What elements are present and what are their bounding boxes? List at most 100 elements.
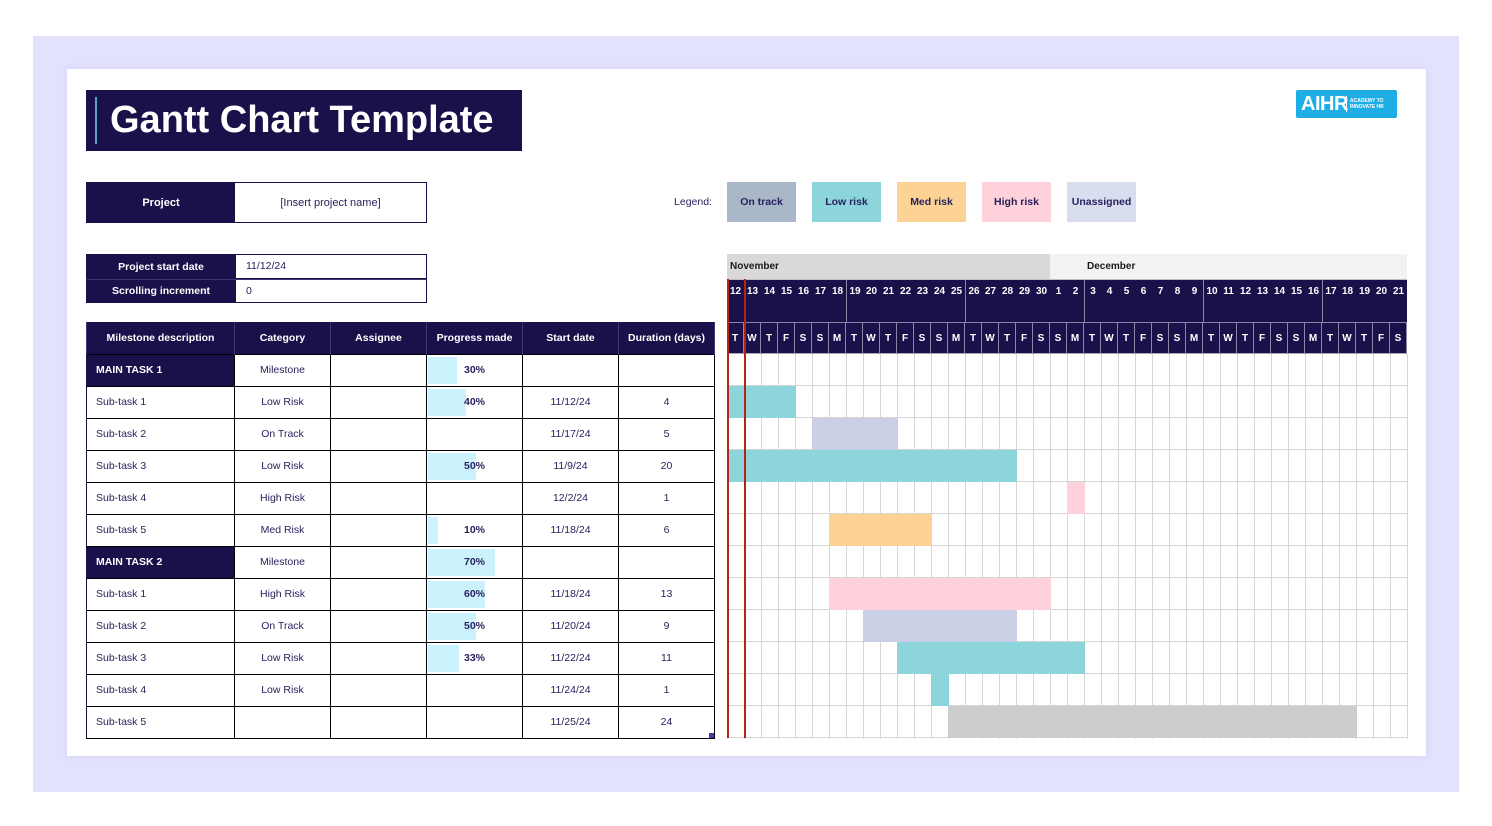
cell-description[interactable]: Sub-task 1 bbox=[86, 385, 235, 419]
scrolling-increment-label: Scrolling increment bbox=[87, 279, 235, 302]
cell-category[interactable]: Low Risk bbox=[234, 449, 331, 483]
cell-progress[interactable] bbox=[426, 705, 523, 739]
cell-duration[interactable] bbox=[618, 353, 715, 387]
cell-assignee[interactable] bbox=[330, 577, 427, 611]
gantt-bar[interactable] bbox=[1067, 482, 1085, 514]
cell-assignee[interactable] bbox=[330, 513, 427, 547]
cell-duration[interactable]: 4 bbox=[618, 385, 715, 419]
gantt-bar[interactable] bbox=[727, 450, 1017, 482]
cell-assignee[interactable] bbox=[330, 641, 427, 675]
cell-description[interactable]: Sub-task 3 bbox=[86, 641, 235, 675]
cell-progress[interactable]: 50% bbox=[426, 449, 523, 483]
cell-description[interactable]: Sub-task 4 bbox=[86, 481, 235, 515]
cell-duration[interactable]: 13 bbox=[618, 577, 715, 611]
cell-progress[interactable]: 50% bbox=[426, 609, 523, 643]
legend-item-on-track: On track bbox=[727, 182, 796, 222]
cell-duration[interactable]: 6 bbox=[618, 513, 715, 547]
cell-progress[interactable]: 70% bbox=[426, 545, 523, 579]
cell-description[interactable]: Sub-task 2 bbox=[86, 417, 235, 451]
cell-start-date[interactable]: 11/9/24 bbox=[522, 449, 619, 483]
cell-start-date[interactable]: 11/24/24 bbox=[522, 673, 619, 707]
cell-assignee[interactable] bbox=[330, 481, 427, 515]
cell-progress[interactable] bbox=[426, 673, 523, 707]
cell-start-date[interactable]: 11/22/24 bbox=[522, 641, 619, 675]
cell-assignee[interactable] bbox=[330, 609, 427, 643]
cell-category[interactable]: High Risk bbox=[234, 577, 331, 611]
cell-category[interactable]: Low Risk bbox=[234, 385, 331, 419]
start-date-field[interactable]: 11/12/24 bbox=[235, 255, 426, 279]
cell-start-date[interactable]: 11/12/24 bbox=[522, 385, 619, 419]
gantt-bar[interactable] bbox=[931, 674, 949, 706]
cell-category[interactable]: Low Risk bbox=[234, 673, 331, 707]
date-cell: 24 bbox=[933, 286, 946, 297]
title-accent-bar bbox=[95, 97, 97, 144]
cell-description[interactable]: Sub-task 1 bbox=[86, 577, 235, 611]
cell-category[interactable]: On Track bbox=[234, 609, 331, 643]
cell-progress[interactable] bbox=[426, 481, 523, 515]
weekday-cell: M bbox=[1067, 323, 1084, 354]
cell-assignee[interactable] bbox=[330, 545, 427, 579]
cell-duration[interactable]: 5 bbox=[618, 417, 715, 451]
cell-assignee[interactable] bbox=[330, 705, 427, 739]
cell-assignee[interactable] bbox=[330, 417, 427, 451]
cell-start-date[interactable]: 11/18/24 bbox=[522, 577, 619, 611]
cell-category[interactable]: Low Risk bbox=[234, 641, 331, 675]
weekday-cell: W bbox=[744, 323, 761, 354]
cell-start-date[interactable]: 11/17/24 bbox=[522, 417, 619, 451]
table-resize-handle[interactable] bbox=[709, 733, 714, 738]
cell-assignee[interactable] bbox=[330, 353, 427, 387]
cell-start-date[interactable]: 11/18/24 bbox=[522, 513, 619, 547]
cell-progress[interactable]: 10% bbox=[426, 513, 523, 547]
cell-description[interactable]: Sub-task 5 bbox=[86, 705, 235, 739]
cell-duration[interactable] bbox=[618, 545, 715, 579]
gantt-bar[interactable] bbox=[897, 642, 1085, 674]
cell-progress[interactable]: 40% bbox=[426, 385, 523, 419]
date-cell: 26 bbox=[965, 280, 982, 322]
project-name-field[interactable]: [Insert project name] bbox=[280, 196, 381, 209]
cell-assignee[interactable] bbox=[330, 673, 427, 707]
cell-description[interactable]: Sub-task 5 bbox=[86, 513, 235, 547]
gantt-bar[interactable] bbox=[863, 610, 1017, 642]
cell-duration[interactable]: 1 bbox=[618, 673, 715, 707]
cell-category[interactable]: Milestone bbox=[234, 545, 331, 579]
scrolling-increment-field[interactable]: 0 bbox=[235, 279, 426, 302]
project-label: Project bbox=[87, 183, 235, 222]
progress-label: 60% bbox=[463, 588, 485, 600]
cell-start-date[interactable]: 11/20/24 bbox=[522, 609, 619, 643]
cell-start-date[interactable] bbox=[522, 545, 619, 579]
gantt-bar[interactable] bbox=[829, 578, 1051, 610]
cell-assignee[interactable] bbox=[330, 449, 427, 483]
cell-description[interactable]: Sub-task 3 bbox=[86, 449, 235, 483]
cell-assignee[interactable] bbox=[330, 385, 427, 419]
weekday-cell: T bbox=[761, 323, 778, 354]
cell-progress[interactable]: 30% bbox=[426, 353, 523, 387]
cell-progress[interactable]: 33% bbox=[426, 641, 523, 675]
cell-start-date[interactable]: 11/25/24 bbox=[522, 705, 619, 739]
cell-description[interactable]: MAIN TASK 1 bbox=[86, 353, 235, 387]
cell-description[interactable]: Sub-task 4 bbox=[86, 673, 235, 707]
weekday-cell: W bbox=[982, 323, 999, 354]
cell-progress[interactable] bbox=[426, 417, 523, 451]
cell-progress[interactable]: 60% bbox=[426, 577, 523, 611]
cell-category[interactable] bbox=[234, 705, 331, 739]
cell-start-date[interactable]: 12/2/24 bbox=[522, 481, 619, 515]
cell-duration[interactable]: 9 bbox=[618, 609, 715, 643]
gantt-bar[interactable] bbox=[829, 514, 932, 546]
table-row: Sub-task 2 On Track 11/17/24 5 bbox=[86, 417, 715, 451]
cell-description[interactable]: MAIN TASK 2 bbox=[86, 545, 235, 579]
cell-category[interactable]: On Track bbox=[234, 417, 331, 451]
cell-description[interactable]: Sub-task 2 bbox=[86, 609, 235, 643]
cell-duration[interactable]: 1 bbox=[618, 481, 715, 515]
gantt-bar[interactable] bbox=[812, 418, 898, 450]
gantt-bar[interactable] bbox=[948, 706, 1357, 738]
gantt-bar[interactable] bbox=[727, 386, 796, 418]
cell-category[interactable]: Med Risk bbox=[234, 513, 331, 547]
cell-duration[interactable]: 11 bbox=[618, 641, 715, 675]
cell-category[interactable]: Milestone bbox=[234, 353, 331, 387]
weekday-cell: T bbox=[1322, 323, 1339, 354]
cell-duration[interactable]: 20 bbox=[618, 449, 715, 483]
cell-start-date[interactable] bbox=[522, 353, 619, 387]
cell-category[interactable]: High Risk bbox=[234, 481, 331, 515]
cell-duration[interactable]: 24 bbox=[618, 705, 715, 739]
progress-label: 10% bbox=[463, 524, 485, 536]
